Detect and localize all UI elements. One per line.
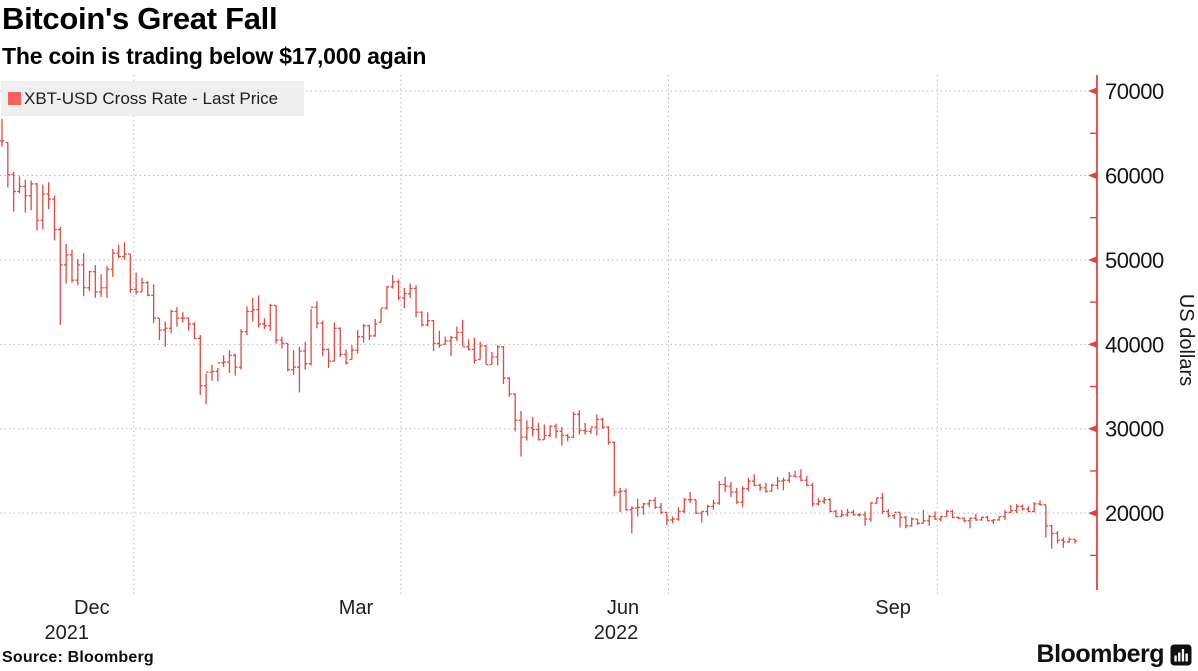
x-month-label: Jun <box>607 597 639 619</box>
y-axis-title: US dollars <box>1175 294 1197 386</box>
bloomberg-terminal-icon <box>1170 644 1192 665</box>
x-month-label: Sep <box>875 597 911 619</box>
y-major-tick <box>1088 171 1097 180</box>
y-tick-label: 60000 <box>1105 163 1164 188</box>
bloomberg-branding: Bloomberg <box>1037 640 1192 669</box>
vertical-gridlines <box>133 75 938 596</box>
y-tick-label: 50000 <box>1105 248 1164 273</box>
hlc-price-bars <box>0 118 1078 549</box>
y-tick-label: 30000 <box>1105 417 1164 442</box>
y-major-tick <box>1088 87 1097 95</box>
y-major-tick <box>1088 509 1097 517</box>
x-month-label: Mar <box>339 597 374 619</box>
x-month-label: Dec <box>74 597 110 619</box>
y-axis <box>1088 75 1098 590</box>
y-major-tick <box>1088 425 1097 433</box>
page-title: Bitcoin's Great Fall <box>2 1 278 36</box>
y-tick-label: 40000 <box>1105 332 1164 357</box>
chart-legend: XBT-USD Cross Rate - Last Price <box>1 81 304 116</box>
source-credit: Source: Bloomberg <box>2 649 154 666</box>
y-tick-labels: 20000 30000 40000 50000 60000 70000 <box>1105 79 1164 526</box>
y-tick-label: 20000 <box>1105 501 1164 526</box>
x-year-label: 2022 <box>594 622 639 644</box>
y-major-tick <box>1088 340 1097 348</box>
page-subtitle: The coin is trading below $17,000 again <box>2 43 427 69</box>
y-major-tick <box>1088 256 1097 264</box>
y-tick-label: 70000 <box>1105 79 1164 104</box>
bloomberg-wordmark: Bloomberg <box>1036 640 1165 668</box>
horizontal-gridlines <box>0 90 1094 514</box>
x-year-label: 2021 <box>44 622 89 644</box>
x-axis-labels: Dec Mar Jun Sep 2021 2022 <box>44 597 910 644</box>
legend-series-label: XBT-USD Cross Rate - Last Price <box>24 88 279 108</box>
legend-swatch-icon <box>8 92 21 105</box>
